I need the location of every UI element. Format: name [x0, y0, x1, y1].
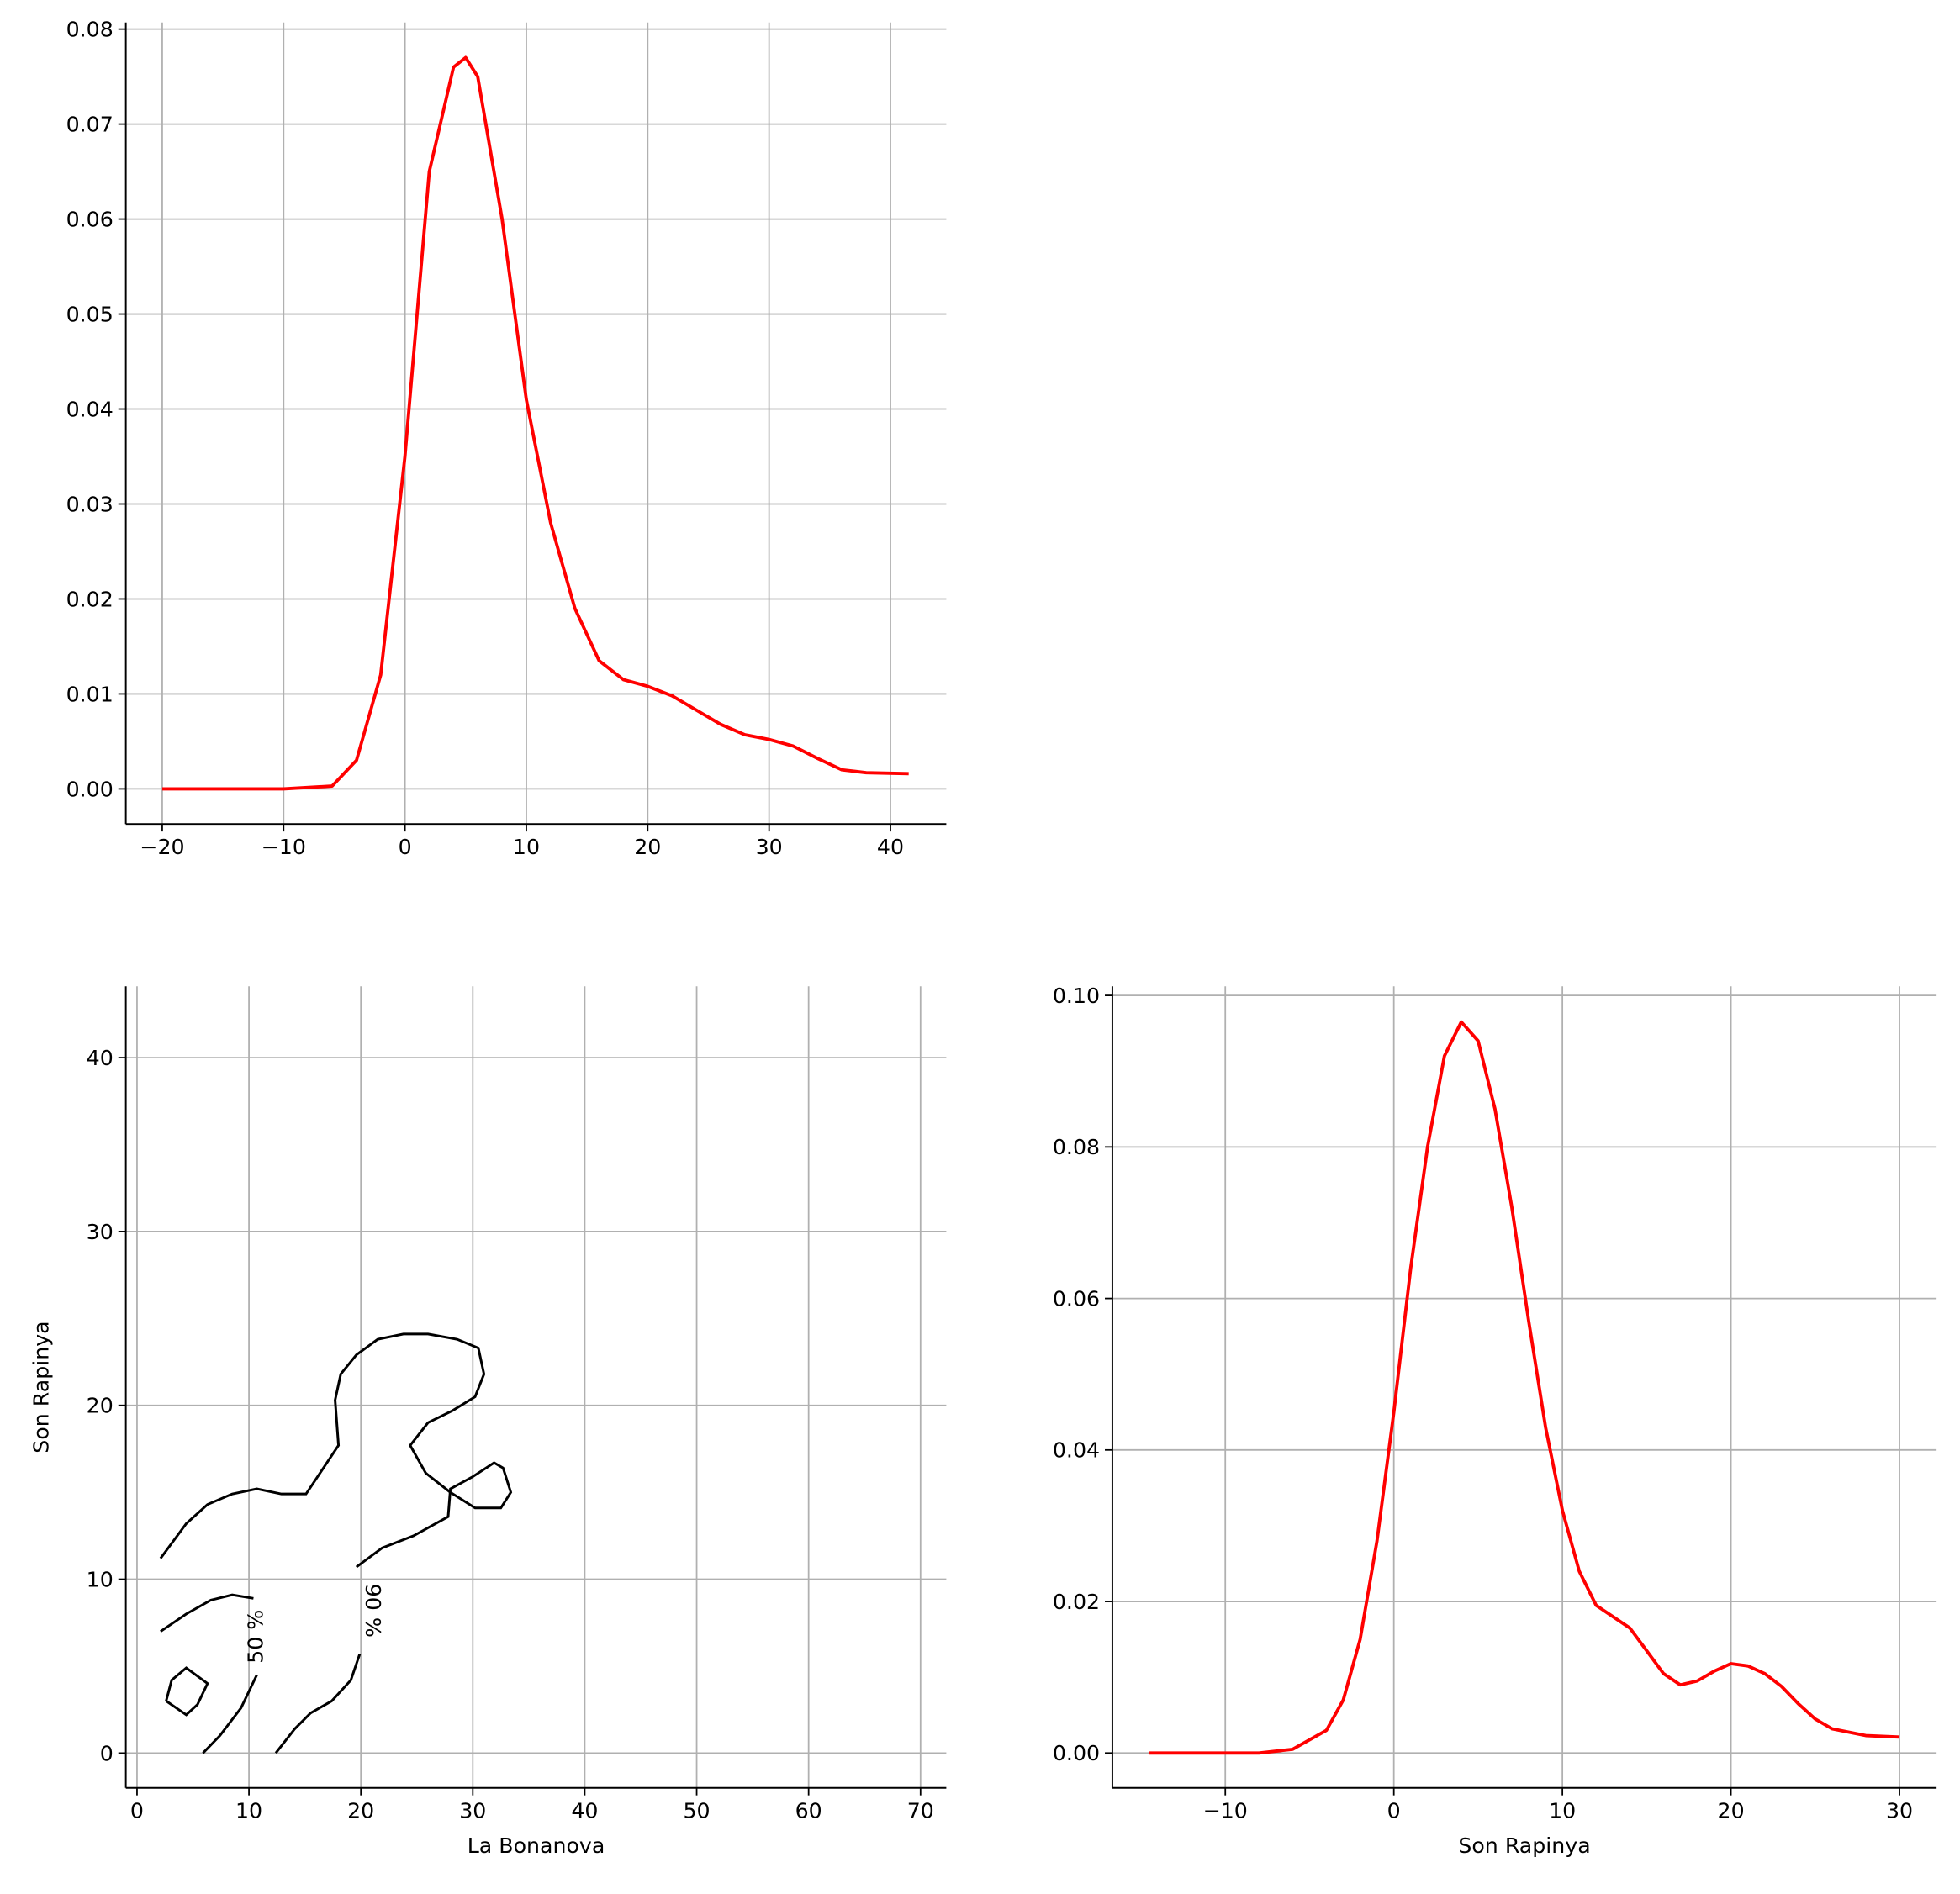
x-tick-label: 30: [459, 1798, 486, 1823]
y-tick-label: 0.03: [66, 492, 114, 516]
contour-line: [202, 1674, 258, 1754]
y-tick-label: 0.06: [1053, 1286, 1100, 1311]
y-tick-label: 0.00: [1053, 1741, 1100, 1765]
x-tick-label: 30: [756, 835, 783, 859]
y-tick-label: 0.05: [66, 302, 114, 326]
y-tick-label: 0.02: [66, 587, 114, 611]
x-axis-label: Son Rapinya: [1458, 1833, 1590, 1858]
x-tick-label: −10: [262, 835, 306, 859]
x-tick-label: 0: [1387, 1798, 1401, 1823]
x-tick-label: 40: [571, 1798, 598, 1823]
chart: −10 0 10 20 30 0.00 0.02 0.04 0.06 0.08 0.10 Son Ra…: [1053, 984, 1937, 1858]
x-tick-label: 10: [235, 1798, 262, 1823]
contour-label: 50 %: [243, 1610, 267, 1664]
contour-line: [160, 1593, 254, 1633]
x-tick-label: 20: [347, 1798, 374, 1823]
x-tick-label: 0: [399, 835, 412, 859]
x-tick-label: −10: [1203, 1798, 1248, 1823]
x-tick-label: 40: [877, 835, 904, 859]
y-tick-label: 0.08: [66, 18, 114, 42]
y-tick-label: 0.10: [1053, 984, 1100, 1008]
y-tick-label: 0.06: [66, 207, 114, 231]
y-tick-label: 40: [87, 1046, 114, 1070]
y-tick-label: 20: [87, 1394, 114, 1418]
contour-line: [159, 1332, 513, 1569]
x-tick-label: −20: [140, 835, 184, 859]
x-tick-label: 20: [1718, 1798, 1745, 1823]
y-tick-label: 0.02: [1053, 1590, 1100, 1614]
x-tick-label: 30: [1886, 1798, 1913, 1823]
y-axis-label: Son Rapinya: [29, 1321, 54, 1453]
y-tick-label: 0.04: [1053, 1438, 1100, 1463]
contour-label: 90 %: [361, 1584, 385, 1638]
contour-line: [274, 1654, 362, 1754]
x-tick-label: 10: [513, 835, 540, 859]
y-tick-label: 0.08: [1053, 1135, 1100, 1159]
x-tick-label: 50: [683, 1798, 710, 1823]
x-tick-label: 0: [130, 1798, 144, 1823]
y-tick-label: 0.07: [66, 113, 114, 137]
y-tick-label: 0.04: [66, 397, 114, 421]
x-tick-label: 60: [795, 1798, 822, 1823]
contour-line: [165, 1666, 209, 1717]
x-tick-label: 20: [634, 835, 661, 859]
y-tick-label: 30: [87, 1220, 114, 1244]
x-tick-label: 10: [1549, 1798, 1576, 1823]
y-tick-label: 0.01: [66, 682, 114, 706]
kde-line: [162, 55, 909, 791]
chart: 0 10 20 30 40 50 60 70 0 10 20 30 40 La Bonanova Son R…: [29, 986, 947, 1858]
y-tick-label: 10: [87, 1567, 114, 1591]
x-axis-label: La Bonanova: [468, 1833, 605, 1858]
kde-line: [1149, 1020, 1900, 1755]
x-tick-label: 70: [907, 1798, 934, 1823]
y-tick-label: 0: [100, 1741, 114, 1765]
chart: −20 −10 0 10 20 30 40 0.00 0.01 0.02 0.03 0.04 0.05 0…: [66, 18, 947, 859]
y-tick-label: 0.00: [66, 777, 114, 801]
